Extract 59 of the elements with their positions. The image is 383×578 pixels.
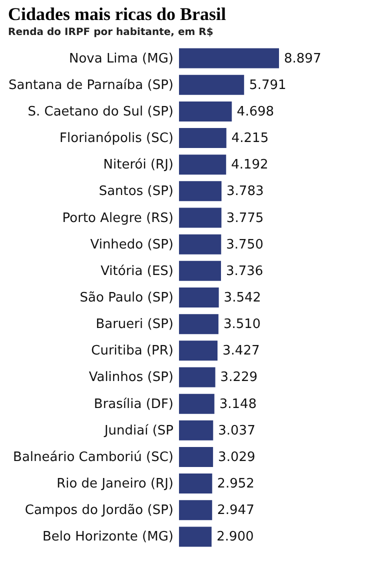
y-tick-label: Brasília (DF) [94, 396, 174, 412]
bar [179, 260, 221, 281]
data-label: 8.897 [284, 51, 322, 66]
data-label: 3.542 [224, 290, 262, 306]
y-tick-label: Florianópolis (SC) [60, 131, 174, 146]
bar [179, 340, 218, 361]
y-tick-label: Rio de Janeiro (RJ) [56, 476, 174, 492]
bar [179, 101, 232, 122]
bar [179, 288, 219, 308]
bar [179, 314, 218, 334]
chart-title: Cidades mais ricas do Brasil [8, 4, 226, 24]
data-label: 3.148 [219, 396, 257, 412]
y-tick-label: Nova Lima (MG) [68, 51, 174, 66]
bar [179, 500, 212, 520]
data-label: 2.947 [217, 503, 254, 518]
data-label: 2.900 [216, 530, 254, 545]
data-label: 3.037 [218, 423, 256, 438]
y-tick-label: Valinhos (SP) [88, 370, 174, 386]
bar [179, 367, 216, 388]
y-tick-label: Porto Alegre (RS) [62, 210, 174, 226]
y-tick-label: Campos do Jordão (SP) [24, 503, 174, 518]
data-label: 3.029 [218, 450, 256, 465]
data-label: 3.510 [223, 317, 261, 332]
data-label: 2.952 [217, 476, 254, 492]
data-label: 3.229 [220, 370, 258, 386]
bar [179, 208, 222, 228]
chart-subtitle: Renda do IRPF por habitante, em R$ [8, 27, 214, 38]
data-label: 3.427 [222, 344, 260, 359]
y-tick-label: Vitória (ES) [100, 264, 174, 279]
bar [179, 181, 222, 202]
y-tick-label: Santos (SP) [98, 184, 174, 200]
data-label: 4.698 [236, 104, 274, 120]
data-label: 4.215 [231, 131, 269, 146]
y-tick-label: São Paulo (SP) [80, 290, 174, 306]
bar [179, 48, 279, 68]
y-tick-label: Santana de Parnaíba (SP) [8, 78, 174, 93]
y-tick-label: Jundiaí (SP [103, 423, 174, 438]
data-label: 4.192 [231, 158, 268, 173]
bar [179, 394, 214, 414]
data-label: 3.736 [226, 264, 264, 279]
bar [179, 234, 222, 254]
y-tick-label: Vinhedo (SP) [90, 237, 174, 252]
data-label: 3.783 [226, 184, 264, 200]
bar [179, 526, 212, 547]
y-tick-label: Niterói (RJ) [103, 158, 174, 173]
bar [179, 420, 214, 440]
data-label: 3.750 [226, 237, 264, 252]
bar [179, 74, 244, 95]
bar [179, 154, 226, 175]
y-tick-label: Barueri (SP) [96, 317, 174, 332]
y-tick-label: Balneário Camboriú (SC) [13, 450, 174, 465]
bar [179, 446, 214, 467]
y-tick-label: Curitiba (PR) [91, 344, 174, 359]
y-tick-label: Belo Horizonte (MG) [42, 530, 174, 545]
data-label: 5.791 [249, 78, 286, 93]
bar [179, 128, 226, 148]
bar [179, 474, 212, 494]
y-tick-label: S. Caetano do Sul (SP) [28, 104, 174, 120]
data-label: 3.775 [226, 210, 264, 226]
